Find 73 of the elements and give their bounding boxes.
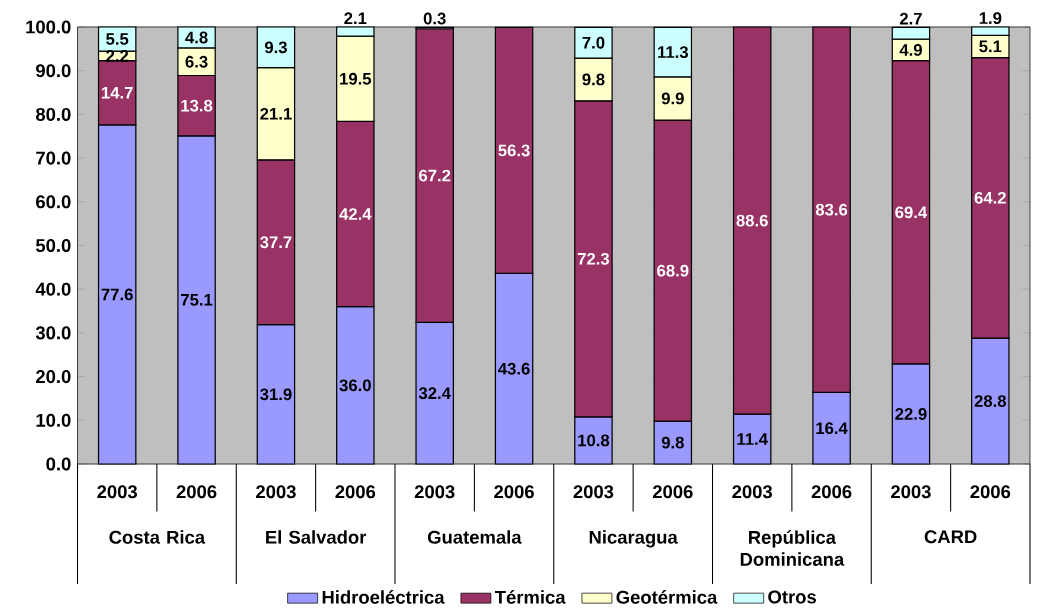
x-tick-label: 2006 bbox=[652, 485, 693, 499]
data-label: 6.3 bbox=[185, 55, 208, 68]
data-label: 83.6 bbox=[815, 203, 848, 216]
data-label: 21.1 bbox=[260, 107, 292, 120]
data-label: 88.6 bbox=[736, 214, 768, 227]
data-label: 67.2 bbox=[419, 169, 451, 182]
x-tick-label: 2006 bbox=[494, 485, 534, 499]
y-tick-label: 10.0 bbox=[36, 413, 71, 427]
x-tick-label: 2006 bbox=[970, 485, 1011, 499]
y-tick-label: 70.0 bbox=[36, 151, 71, 165]
y-tick-label: 80.0 bbox=[35, 107, 71, 121]
data-label: 2.1 bbox=[344, 12, 367, 25]
data-label: 22.9 bbox=[895, 408, 927, 420]
y-tick-label: 40.0 bbox=[35, 282, 71, 296]
data-label: 68.9 bbox=[657, 264, 689, 277]
data-label: 69.4 bbox=[895, 206, 928, 219]
data-label: 32.4 bbox=[418, 387, 451, 400]
data-label: 31.9 bbox=[260, 388, 292, 401]
data-label: 16.4 bbox=[816, 422, 848, 435]
x-tick-label: 2006 bbox=[811, 485, 852, 499]
data-label: 1.9 bbox=[979, 12, 1002, 25]
x-tick-label: 2006 bbox=[176, 485, 217, 499]
text: El Salvador bbox=[266, 530, 367, 544]
y-tick-label: 30.0 bbox=[35, 326, 71, 340]
y-tick-label: 20.0 bbox=[36, 370, 71, 384]
data-label: 72.3 bbox=[577, 252, 610, 265]
data-label: 2.7 bbox=[899, 12, 922, 25]
x-tick-label: 2003 bbox=[97, 485, 138, 499]
data-label: 36.0 bbox=[339, 379, 371, 392]
data-label: 5.1 bbox=[979, 40, 1002, 53]
y-tick-label: 50.0 bbox=[35, 238, 71, 253]
data-label: 10.8 bbox=[578, 434, 610, 447]
data-label: 11.3 bbox=[658, 46, 688, 59]
data-label: 0.3 bbox=[423, 12, 446, 25]
x-tick-label: 2003 bbox=[414, 485, 455, 499]
text: Nicaragua bbox=[589, 530, 678, 548]
data-label: 64.2 bbox=[974, 191, 1006, 204]
data-label: 4.8 bbox=[185, 31, 208, 44]
y-tick-label: 0.0 bbox=[46, 457, 71, 471]
data-label: 9.8 bbox=[582, 73, 605, 86]
data-label: 9.9 bbox=[661, 92, 684, 105]
data-label: 56.3 bbox=[498, 144, 530, 157]
legend-label: Térmica bbox=[494, 590, 566, 604]
x-tick-label: 2003 bbox=[891, 485, 931, 499]
legend-label: Hidroeléctrica bbox=[322, 590, 445, 604]
text: Costa Rica bbox=[109, 530, 206, 544]
text: CARD bbox=[924, 530, 977, 544]
y-tick-label: 60.0 bbox=[36, 195, 71, 209]
x-tick-label: 2003 bbox=[256, 485, 296, 499]
data-label: 5.5 bbox=[106, 33, 129, 45]
text: República Dominicana bbox=[740, 530, 845, 566]
y-tick-label: 90.0 bbox=[36, 64, 71, 78]
data-label: 75.1 bbox=[181, 294, 213, 306]
data-label: 13.8 bbox=[181, 99, 213, 112]
x-tick-label: 2003 bbox=[573, 485, 614, 499]
data-label: 9.3 bbox=[264, 41, 287, 54]
legend-label: Geotérmica bbox=[616, 590, 718, 604]
y-tick-label: 100.0 bbox=[26, 20, 71, 34]
x-tick-label: 2006 bbox=[335, 485, 376, 499]
data-label: 14.7 bbox=[101, 87, 133, 99]
data-label: 11.4 bbox=[737, 433, 768, 445]
legend-label: Otros bbox=[768, 590, 816, 604]
data-label: 77.6 bbox=[101, 288, 133, 301]
data-label: 42.4 bbox=[339, 208, 372, 220]
x-tick-label: 2003 bbox=[732, 485, 773, 499]
data-label: 7.0 bbox=[582, 36, 605, 49]
text: Guatemala bbox=[427, 530, 522, 544]
data-label: 4.9 bbox=[899, 44, 922, 56]
data-label: 19.5 bbox=[340, 72, 372, 85]
data-label: 28.8 bbox=[974, 395, 1007, 407]
data-label: 43.6 bbox=[498, 362, 530, 375]
data-label: 9.8 bbox=[661, 436, 684, 449]
data-label: 37.7 bbox=[260, 236, 292, 249]
